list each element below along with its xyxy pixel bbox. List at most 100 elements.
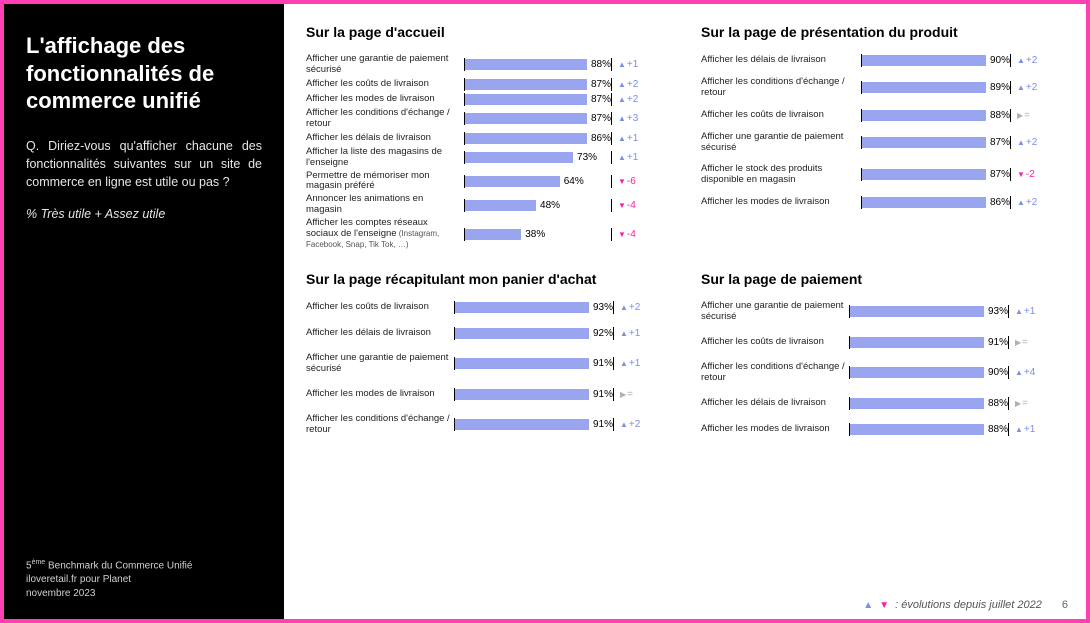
main-content: Sur la page d'accueil Afficher une garant… [284,4,1086,619]
bar-track: 87% [464,93,612,106]
triangle-up-icon: ▲ [1017,83,1025,92]
bar-fill [862,137,986,148]
row-label: Afficher les coûts de livraison [306,79,464,90]
bar-fill [455,389,589,400]
delta-value: +3 [627,113,638,124]
bar-value: 86% [591,133,611,144]
delta-indicator: ▲+3 [618,113,646,124]
delta-value: +1 [627,133,638,144]
bar-track: 91% [849,336,1009,349]
delta-value: +1 [629,358,640,369]
bar-track: 92% [454,327,614,340]
bar-track: 90% [861,54,1011,67]
bar-value: 48% [540,200,560,211]
bar-fill [455,302,589,313]
chart-row: Afficher les délais de livraison88%▶= [701,397,1068,410]
bar-fill [850,398,984,409]
bar-fill [850,367,984,378]
bar-track: 48% [464,199,612,212]
row-label: Afficher les délais de livraison [701,55,861,66]
bar-fill [465,152,573,163]
chart-row: Afficher le stock des produits disponibl… [701,164,1068,186]
chart-row: Afficher les conditions d'échange / reto… [306,108,673,130]
row-label: Afficher les coûts de livraison [306,302,454,313]
delta-indicator: ▼-4 [618,200,646,211]
bar-fill [862,55,986,66]
chart-row: Afficher une garantie de paiement sécuri… [306,353,673,375]
triangle-down-icon: ▼ [618,177,626,186]
delta-indicator: ▲+1 [620,328,648,339]
chart-title: Sur la page d'accueil [306,24,673,40]
chart-row: Afficher les délais de livraison 86% ▲+1 [306,132,673,145]
bar-value: 88% [988,424,1008,435]
row-label: Afficher une garantie de paiement sécuri… [306,54,464,76]
delta-indicator: ▶= [620,389,648,400]
triangle-up-icon: ▲ [618,80,626,89]
chart-row: Afficher les conditions d'échange / reto… [701,77,1068,99]
delta-indicator: ▲+1 [618,133,646,144]
delta-indicator: ▼-2 [1017,169,1045,180]
row-label: Afficher les délais de livraison [306,133,464,144]
delta-value: +2 [1026,137,1037,148]
triangle-up-icon: ▲ [1015,368,1023,377]
charts-grid: Sur la page d'accueil Afficher une garant… [306,24,1068,449]
delta-value: +2 [1026,82,1037,93]
bar-fill [465,79,587,90]
delta-value: +1 [1024,424,1035,435]
delta-indicator: ▶= [1015,398,1043,409]
row-label: Afficher les coûts de livraison [701,110,861,121]
triangle-up-icon: ▲ [1015,307,1023,316]
bar-fill [455,419,589,430]
triangle-up-icon: ▲ [1017,56,1025,65]
bar-value: 91% [988,337,1008,348]
bar-track: 88% [849,423,1009,436]
bar-track: 64% [464,175,612,188]
bar-track: 91% [454,357,614,370]
bar-fill [465,113,587,124]
triangle-up-icon: ▲ [620,359,628,368]
delta-value: -2 [1026,169,1035,180]
row-label: Annoncer les animations en magasin [306,194,464,216]
delta-indicator: ▶= [1017,110,1045,121]
bar-fill [465,94,587,105]
delta-indicator: ▲+1 [620,358,648,369]
bar-value: 93% [593,302,613,313]
bar-track: 87% [861,136,1011,149]
bar-track: 88% [464,58,612,71]
chart-payment: Sur la page de paiementAfficher une gara… [701,271,1068,449]
delta-indicator: ▲+1 [618,152,646,163]
delta-value: +2 [1026,55,1037,66]
chart-row: Afficher la liste des magasins de l'ense… [306,147,673,169]
page-number: 6 [1062,599,1068,611]
triangle-up-icon: ▲ [618,134,626,143]
delta-value: +1 [1024,306,1035,317]
chart-row: Afficher les coûts de livraison87%▲+2 [306,78,673,91]
row-label: Afficher les modes de livraison [701,424,849,435]
delta-indicator: ▲+1 [1015,306,1043,317]
delta-indicator: ▲+1 [1015,424,1043,435]
delta-value: +2 [627,79,638,90]
bar-fill [850,424,984,435]
chart-row: Afficher les modes de livraison87%▲+2 [306,93,673,106]
bar-fill [862,169,986,180]
delta-value: +1 [629,328,640,339]
chart-homepage: Sur la page d'accueil Afficher une garant… [306,24,673,253]
triangle-up-icon: ▲ [1015,425,1023,434]
delta-indicator: ▲+2 [618,79,646,90]
bar-track: 93% [849,305,1009,318]
bar-value: 73% [577,152,597,163]
bar-fill [850,337,984,348]
bar-value: 87% [990,169,1010,180]
triangle-flat-icon: ▶ [1017,111,1023,120]
chart-rows: Afficher les délais de livraison90%▲+2Af… [701,54,1068,219]
delta-value: +1 [627,59,638,70]
row-label: Afficher la liste des magasins de l'ense… [306,147,464,169]
bar-value: 90% [990,55,1010,66]
delta-value: +2 [629,419,640,430]
sidebar-footer: 5ème Benchmark du Commerce Unifié ilover… [26,558,262,601]
triangle-flat-icon: ▶ [620,390,626,399]
triangle-down-icon: ▼ [1017,170,1025,179]
bar-track: 88% [861,109,1011,122]
bar-value: 92% [593,328,613,339]
delta-indicator: ▲+2 [1017,55,1045,66]
